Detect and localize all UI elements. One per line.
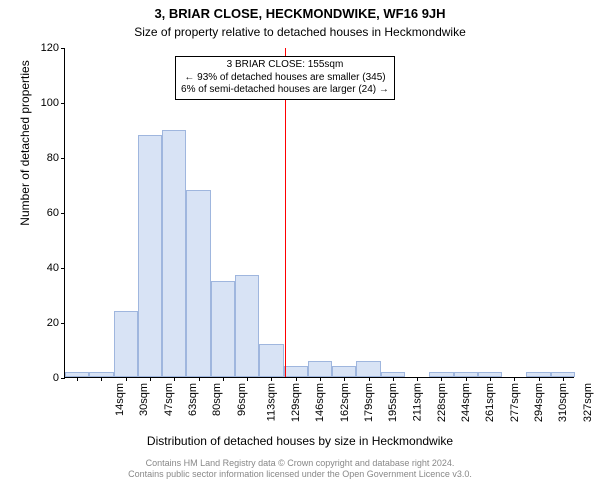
x-tick-label: 244sqm (460, 383, 472, 422)
histogram-bar (356, 361, 380, 378)
histogram-bar (138, 135, 162, 377)
y-tick-label: 40 (47, 262, 65, 274)
x-tick-label: 277sqm (509, 383, 521, 422)
x-tick-label: 179sqm (363, 383, 375, 422)
y-tick-label: 120 (41, 42, 65, 54)
histogram-bar (186, 190, 210, 377)
x-tick-label: 47sqm (163, 383, 175, 416)
x-tick-label: 211sqm (411, 383, 423, 421)
x-tick-label: 327sqm (582, 383, 594, 422)
y-tick-label: 60 (47, 207, 65, 219)
x-tick-label: 63sqm (187, 383, 199, 416)
x-tick-mark (466, 377, 467, 381)
y-tick-label: 80 (47, 152, 65, 164)
y-axis-label: Number of detached properties (18, 0, 32, 308)
x-tick-mark (320, 377, 321, 381)
x-tick-mark (441, 377, 442, 381)
x-tick-mark (174, 377, 175, 381)
x-tick-mark (223, 377, 224, 381)
x-tick-mark (101, 377, 102, 381)
attribution: Contains HM Land Registry data © Crown c… (0, 458, 600, 481)
x-tick-label: 80sqm (211, 383, 223, 416)
x-tick-label: 14sqm (114, 383, 126, 416)
histogram-plot-area: 02040608010012014sqm30sqm47sqm63sqm80sqm… (64, 48, 574, 378)
y-tick-label: 100 (41, 97, 65, 109)
chart-title-sub: Size of property relative to detached ho… (0, 25, 600, 39)
annotation-line2: ← 93% of detached houses are smaller (34… (181, 72, 389, 85)
x-tick-label: 113sqm (265, 383, 277, 421)
x-axis-label: Distribution of detached houses by size … (0, 434, 600, 448)
annotation-line1: 3 BRIAR CLOSE: 155sqm (181, 59, 389, 72)
histogram-bar (235, 275, 259, 377)
chart-title-main: 3, BRIAR CLOSE, HECKMONDWIKE, WF16 9JH (0, 6, 600, 21)
x-tick-mark (126, 377, 127, 381)
y-tick-label: 20 (47, 317, 65, 329)
x-tick-mark (539, 377, 540, 381)
x-tick-mark (247, 377, 248, 381)
x-tick-label: 228sqm (436, 383, 448, 422)
histogram-bar (284, 366, 308, 377)
histogram-bar (308, 361, 332, 378)
x-tick-mark (369, 377, 370, 381)
x-tick-mark (199, 377, 200, 381)
x-tick-label: 195sqm (387, 383, 399, 422)
x-tick-label: 261sqm (485, 383, 497, 422)
histogram-bar (162, 130, 186, 378)
x-tick-mark (393, 377, 394, 381)
x-tick-mark (150, 377, 151, 381)
x-tick-label: 310sqm (557, 383, 569, 422)
x-tick-mark (490, 377, 491, 381)
attribution-line1: Contains HM Land Registry data © Crown c… (0, 458, 600, 469)
x-tick-label: 146sqm (315, 383, 327, 422)
x-tick-mark (271, 377, 272, 381)
attribution-line2: Contains public sector information licen… (0, 469, 600, 480)
x-tick-mark (296, 377, 297, 381)
x-tick-label: 129sqm (290, 383, 302, 422)
y-tick-label: 0 (53, 372, 65, 384)
histogram-bar (259, 344, 283, 377)
x-tick-mark (417, 377, 418, 381)
property-annotation: 3 BRIAR CLOSE: 155sqm← 93% of detached h… (175, 56, 395, 100)
x-tick-label: 96sqm (236, 383, 248, 416)
x-tick-label: 294sqm (533, 383, 545, 422)
x-tick-mark (77, 377, 78, 381)
histogram-bar (211, 281, 235, 377)
annotation-line3: 6% of semi-detached houses are larger (2… (181, 84, 389, 97)
x-tick-label: 162sqm (339, 383, 351, 422)
histogram-bar (332, 366, 356, 377)
x-tick-mark (514, 377, 515, 381)
histogram-bar (114, 311, 138, 377)
x-tick-mark (344, 377, 345, 381)
x-tick-mark (563, 377, 564, 381)
x-tick-label: 30sqm (138, 383, 150, 416)
